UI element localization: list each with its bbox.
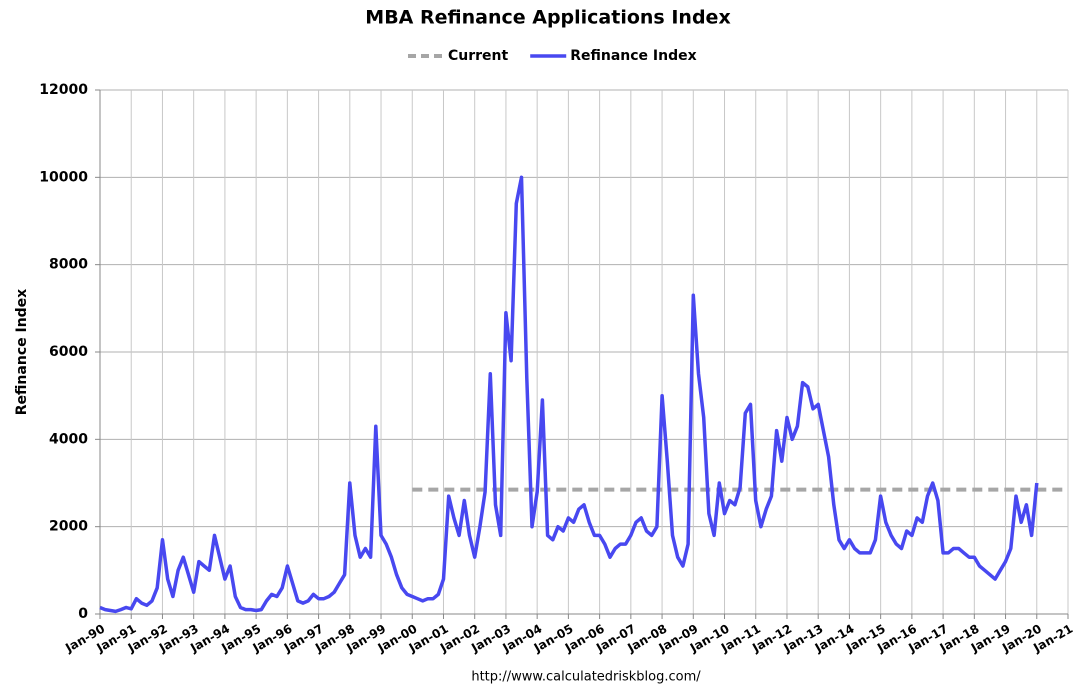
chart-title: MBA Refinance Applications Index bbox=[365, 7, 730, 29]
y-tick-label: 10000 bbox=[39, 169, 88, 185]
source: http://www.calculatedriskblog.com/ bbox=[471, 670, 701, 685]
y-tick-label: 0 bbox=[78, 606, 88, 622]
y-tick-label: 4000 bbox=[49, 431, 88, 447]
y-tick-label: 12000 bbox=[39, 82, 88, 98]
legend-label: Current bbox=[448, 48, 509, 64]
y-tick-label: 6000 bbox=[49, 344, 88, 360]
legend-label: Refinance Index bbox=[570, 48, 696, 64]
legend: Current Refinance Index bbox=[408, 48, 697, 64]
y-tick-label: 8000 bbox=[49, 257, 88, 273]
series-line bbox=[99, 175, 1039, 614]
y-axis-title: Refinance Index bbox=[14, 289, 30, 415]
y-tick-label: 2000 bbox=[49, 519, 88, 535]
